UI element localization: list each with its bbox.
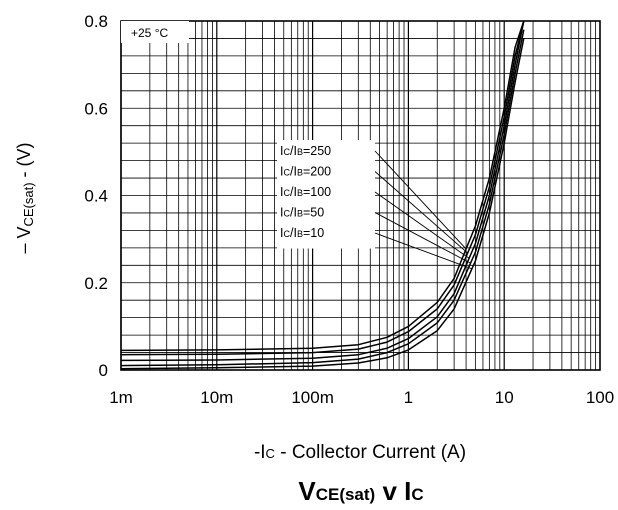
legend-box — [277, 140, 375, 249]
y-tick-label: 0.8 — [84, 12, 108, 31]
legend-entry: IC/IB=10 — [280, 226, 324, 240]
plot-frame — [120, 20, 601, 371]
chart-title: VCE(sat) v IC — [298, 476, 423, 506]
legend-leader-line — [374, 171, 468, 254]
legend-entry: IC/IB=50 — [280, 206, 324, 220]
legend-entry: IC/IB=100 — [280, 185, 331, 199]
legend: IC/IB=250 IC/IB=200 IC/IB=100 IC/IB=50 IC/IB… — [277, 140, 473, 270]
annotation-box — [121, 21, 189, 43]
legend-leader-line — [374, 191, 470, 259]
x-tick-label: 100 — [586, 388, 614, 407]
x-tick-label: 100m — [291, 388, 334, 407]
series-line — [120, 20, 525, 352]
x-tick-label: 10m — [200, 388, 233, 407]
legend-leader-line — [374, 212, 471, 264]
y-tick-labels: 0 0.2 0.4 0.6 0.8 — [84, 12, 108, 380]
series-line — [120, 29, 525, 367]
curves — [120, 20, 525, 370]
y-axis-label: – VCE(sat) - (V) — [14, 142, 36, 253]
x-tick-label: 1 — [404, 388, 413, 407]
legend-entry: IC/IB=200 — [280, 165, 331, 179]
grid — [120, 20, 601, 371]
legend-entry: IC/IB=250 — [280, 144, 331, 158]
y-tick-label: 0.6 — [84, 99, 108, 118]
legend-leader-line — [374, 232, 473, 270]
y-tick-label: 0 — [99, 361, 108, 380]
legend-leader-line — [374, 150, 467, 250]
series-line — [120, 20, 525, 362]
x-tick-label: 1m — [109, 388, 133, 407]
x-tick-labels: 1m 10m 100m 1 10 100 — [109, 388, 614, 407]
x-axis-label: -IC - Collector Current (A) — [254, 442, 466, 463]
annotation-temperature: +25 °C — [131, 26, 168, 40]
series-line — [120, 38, 525, 370]
series-line — [120, 20, 525, 356]
y-tick-label: 0.4 — [84, 187, 108, 206]
x-tick-label: 10 — [495, 388, 514, 407]
y-tick-label: 0.2 — [84, 274, 108, 293]
